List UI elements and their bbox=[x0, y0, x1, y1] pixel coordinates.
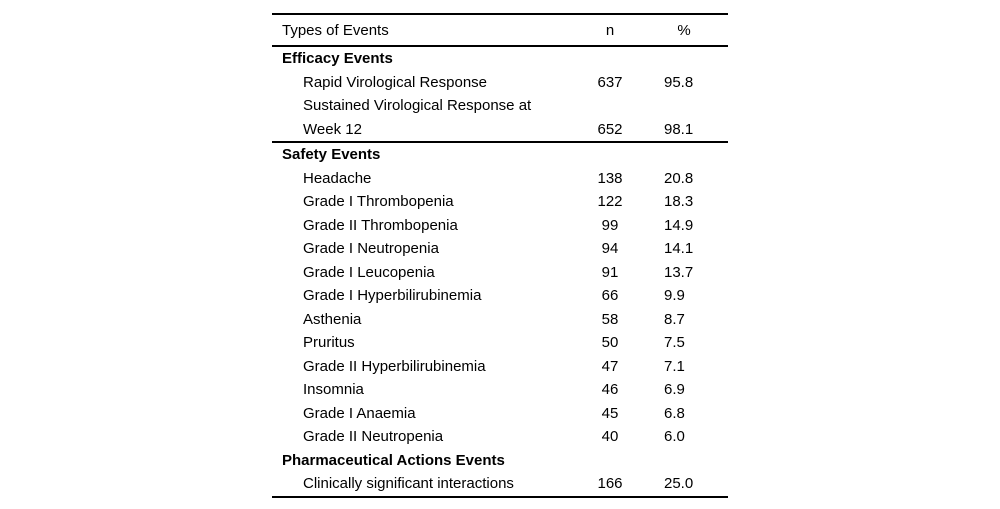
column-header-n: n bbox=[580, 14, 640, 47]
event-label-line: Sustained Virological Response at bbox=[303, 97, 532, 114]
table-row: Grade I Anaemia 45 6.8 bbox=[272, 402, 728, 426]
event-percent-value: 8.7 bbox=[664, 310, 685, 328]
event-label: Grade II Neutropenia bbox=[303, 428, 444, 445]
event-percent-value: 95.8 bbox=[664, 73, 694, 91]
event-percent-value: 25.0 bbox=[664, 475, 694, 492]
section-title: Safety Events bbox=[282, 146, 381, 163]
section-header-row: Efficacy Events bbox=[272, 46, 728, 71]
section-title: Efficacy Events bbox=[282, 50, 393, 67]
event-percent-value: 6.9 bbox=[664, 381, 685, 398]
table-row: Insomnia 46 6.9 bbox=[272, 378, 728, 402]
event-n-value: 46 bbox=[601, 381, 619, 398]
table-row: Grade I Leucopenia 91 13.7 bbox=[272, 261, 728, 285]
event-label: Pruritus bbox=[303, 334, 355, 351]
table-header-row: Types of Events n % bbox=[272, 14, 728, 47]
event-label: Asthenia bbox=[303, 310, 362, 328]
event-percent-value: 6.8 bbox=[664, 404, 685, 422]
table-row: Sustained Virological Response at Week 12… bbox=[272, 94, 728, 143]
event-percent-value: 98.1 bbox=[640, 94, 728, 143]
table-body: Efficacy Events Rapid Virological Respons… bbox=[272, 46, 728, 497]
event-label-line: Week 12 bbox=[303, 120, 362, 138]
event-label: Grade I Thrombopenia bbox=[303, 193, 454, 210]
column-header-types-of-events: Types of Events bbox=[272, 14, 580, 47]
table-row: Rapid Virological Response 637 95.8 bbox=[272, 71, 728, 95]
event-n-value: 40 bbox=[601, 428, 619, 445]
table-row: Headache 138 20.8 bbox=[272, 167, 728, 191]
event-label: Grade II Hyperbilirubinemia bbox=[303, 357, 486, 375]
event-n-value: 637 bbox=[597, 73, 623, 91]
event-percent-value: 7.5 bbox=[664, 334, 685, 351]
event-n-value: 45 bbox=[601, 404, 619, 422]
event-label: Clinically significant interactions bbox=[303, 475, 514, 492]
event-label: Grade II Thrombopenia bbox=[303, 216, 458, 234]
event-n-value: 138 bbox=[597, 169, 623, 187]
table-row: Clinically significant interactions 166 25… bbox=[272, 472, 728, 497]
event-n-value: 166 bbox=[597, 475, 623, 492]
table-row: Pruritus 50 7.5 bbox=[272, 331, 728, 355]
event-label: Sustained Virological Response at Week 12 bbox=[272, 94, 580, 143]
event-label: Grade I Leucopenia bbox=[303, 263, 435, 281]
table-row: Grade I Hyperbilirubinemia 66 9.9 bbox=[272, 284, 728, 308]
column-header-percent: % bbox=[640, 14, 728, 47]
events-table-container: Types of Events n % Efficacy Events Rapid… bbox=[272, 13, 728, 498]
event-label: Rapid Virological Response bbox=[303, 73, 487, 91]
event-label: Headache bbox=[303, 169, 372, 187]
event-n-value: 652 bbox=[580, 94, 640, 143]
section-header-row: Pharmaceutical Actions Events bbox=[272, 449, 728, 473]
table-row: Asthenia 58 8.7 bbox=[272, 308, 728, 332]
event-percent-value: 7.1 bbox=[664, 357, 685, 375]
event-label: Grade I Hyperbilirubinemia bbox=[303, 287, 482, 304]
section-header-row: Safety Events bbox=[272, 142, 728, 167]
event-n-value: 91 bbox=[601, 263, 619, 281]
events-table: Types of Events n % Efficacy Events Rapid… bbox=[272, 13, 728, 498]
event-label: Insomnia bbox=[303, 381, 364, 398]
event-label: Grade I Neutropenia bbox=[303, 240, 439, 257]
event-percent-value: 9.9 bbox=[664, 287, 685, 304]
event-n-value: 94 bbox=[601, 240, 619, 257]
event-n-value: 58 bbox=[601, 310, 619, 328]
table-row: Grade II Thrombopenia 99 14.9 bbox=[272, 214, 728, 238]
table-row: Grade II Neutropenia 40 6.0 bbox=[272, 425, 728, 449]
section-title: Pharmaceutical Actions Events bbox=[282, 451, 505, 469]
event-n-value: 50 bbox=[601, 334, 619, 351]
event-n-value: 122 bbox=[597, 193, 623, 210]
table-header: Types of Events n % bbox=[272, 14, 728, 47]
table-row: Grade I Neutropenia 94 14.1 bbox=[272, 237, 728, 261]
event-n-value: 66 bbox=[601, 287, 619, 304]
event-label: Grade I Anaemia bbox=[303, 404, 416, 422]
event-n-value: 99 bbox=[601, 216, 619, 234]
table-row: Grade I Thrombopenia 122 18.3 bbox=[272, 190, 728, 214]
event-n-value: 47 bbox=[601, 357, 619, 375]
event-percent-value: 14.1 bbox=[664, 240, 694, 257]
event-percent-value: 14.9 bbox=[664, 216, 694, 234]
table-row: Grade II Hyperbilirubinemia 47 7.1 bbox=[272, 355, 728, 379]
event-percent-value: 6.0 bbox=[664, 428, 685, 445]
event-percent-value: 13.7 bbox=[664, 263, 694, 281]
event-percent-value: 20.8 bbox=[664, 169, 694, 187]
event-percent-value: 18.3 bbox=[664, 193, 694, 210]
